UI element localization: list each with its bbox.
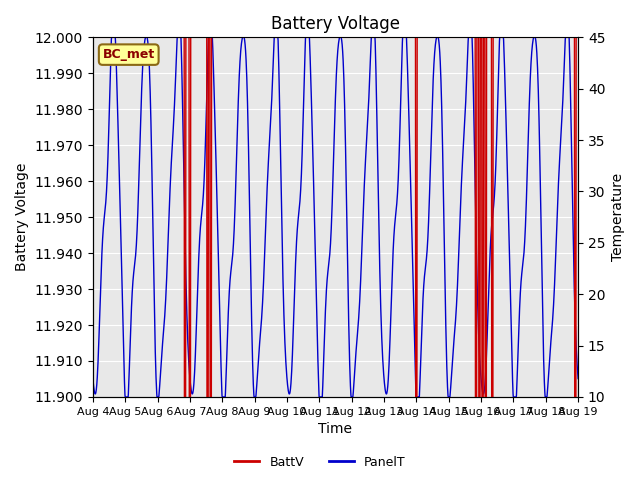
Title: Battery Voltage: Battery Voltage — [271, 15, 400, 33]
Legend: BattV, PanelT: BattV, PanelT — [229, 451, 411, 474]
X-axis label: Time: Time — [319, 422, 353, 436]
Text: BC_met: BC_met — [102, 48, 155, 61]
Y-axis label: Battery Voltage: Battery Voltage — [15, 163, 29, 271]
Y-axis label: Temperature: Temperature — [611, 173, 625, 261]
